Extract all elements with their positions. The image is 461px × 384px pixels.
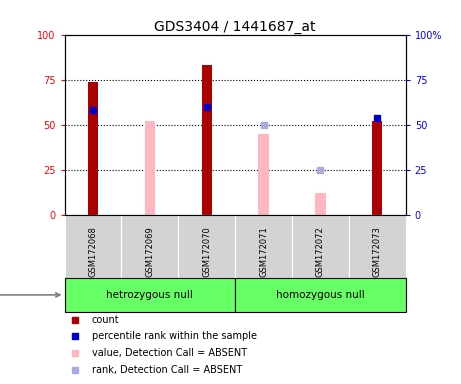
Text: GSM172073: GSM172073: [373, 226, 382, 277]
Bar: [349, 215, 406, 278]
Bar: [178, 215, 235, 278]
Text: value, Detection Call = ABSENT: value, Detection Call = ABSENT: [92, 348, 247, 358]
Text: GSM172068: GSM172068: [89, 226, 97, 277]
Text: percentile rank within the sample: percentile rank within the sample: [92, 331, 257, 341]
Text: GSM172070: GSM172070: [202, 226, 211, 277]
Bar: [292, 215, 349, 278]
Bar: [235, 215, 292, 278]
Bar: [235, 278, 406, 312]
Text: homozygous null: homozygous null: [276, 290, 365, 300]
Text: GSM172072: GSM172072: [316, 226, 325, 277]
Bar: [65, 215, 121, 278]
Bar: [372, 121, 382, 215]
Bar: [315, 194, 325, 215]
Bar: [145, 121, 155, 215]
Text: count: count: [92, 314, 119, 324]
Title: GDS3404 / 1441687_at: GDS3404 / 1441687_at: [154, 20, 316, 33]
Bar: [65, 278, 235, 312]
Text: GSM172069: GSM172069: [145, 226, 154, 277]
Text: GSM172071: GSM172071: [259, 226, 268, 277]
Bar: [259, 134, 269, 215]
Bar: [201, 65, 212, 215]
Text: rank, Detection Call = ABSENT: rank, Detection Call = ABSENT: [92, 365, 242, 375]
Text: hetrozygous null: hetrozygous null: [106, 290, 193, 300]
Bar: [88, 81, 98, 215]
Text: genotype/variation: genotype/variation: [0, 290, 60, 300]
Bar: [121, 215, 178, 278]
